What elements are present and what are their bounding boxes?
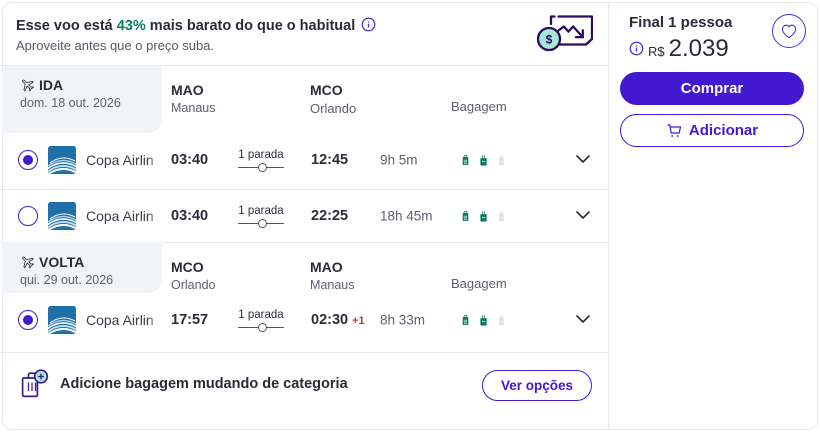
svg-text:$: $ bbox=[546, 33, 553, 47]
